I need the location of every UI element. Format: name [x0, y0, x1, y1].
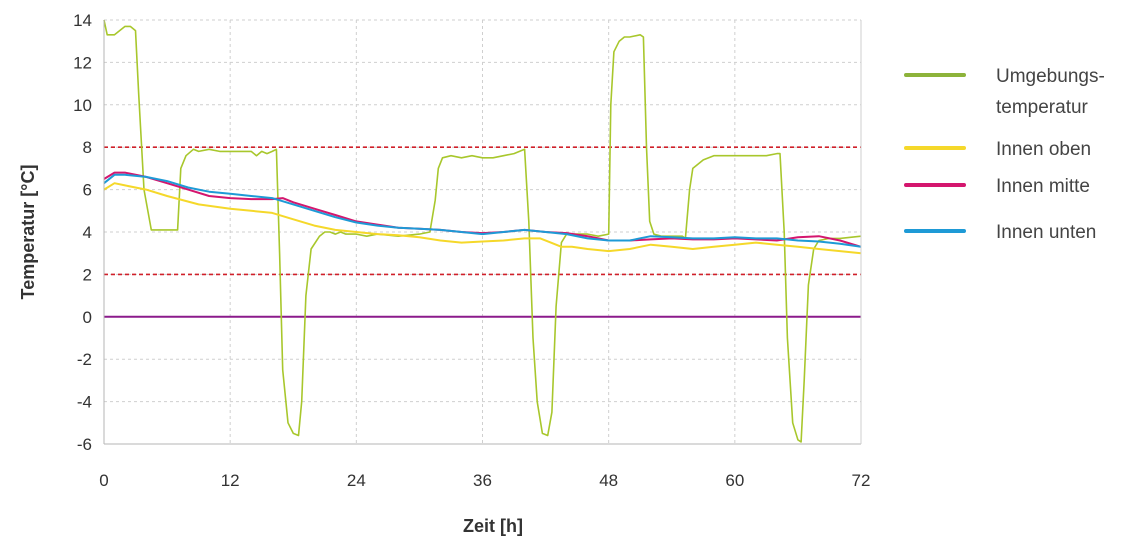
y-tick-label: 14 [73, 11, 92, 30]
y-tick-label: -2 [77, 350, 92, 369]
legend: Umgebungs-temperatur Innen oben Innen mitt… [904, 66, 1105, 243]
x-tick-label: 48 [599, 471, 618, 490]
x-tick-label: 36 [473, 471, 492, 490]
x-axis-title: Zeit [h] [463, 516, 523, 536]
legend-label-3: Innen mitte [996, 176, 1090, 197]
legend-label-1: temperatur [996, 97, 1089, 118]
x-tick-label: 24 [347, 471, 366, 490]
series-lines [103, 19, 862, 443]
series-line-4 [103, 173, 862, 248]
grid [103, 19, 862, 445]
y-tick-label: 0 [83, 308, 92, 327]
legend-label-4: Innen unten [996, 222, 1096, 243]
x-tick-label: 12 [221, 471, 240, 490]
y-tick-label: 2 [83, 265, 92, 284]
legend-label-1: Umgebungs- [996, 66, 1105, 87]
series-line-1 [103, 19, 862, 443]
y-tick-label: 4 [83, 223, 92, 242]
legend-label-2: Innen oben [996, 139, 1091, 160]
x-tick-label: 0 [99, 471, 108, 490]
y-tick-labels: -6 -4 -2 0 2 4 6 8 10 12 14 [73, 11, 92, 454]
axes [103, 20, 862, 445]
x-tick-labels: 0 12 24 36 48 60 72 [99, 471, 870, 490]
x-tick-label: 72 [852, 471, 871, 490]
y-axis-title: Temperatur [°C] [18, 165, 38, 300]
series-line-2 [103, 182, 862, 255]
reference-lines [104, 146, 861, 318]
y-tick-label: 8 [83, 138, 92, 157]
y-tick-label: 10 [73, 96, 92, 115]
y-tick-label: 6 [83, 181, 92, 200]
y-tick-label: -6 [77, 435, 92, 454]
y-tick-label: -4 [77, 393, 92, 412]
x-tick-label: 60 [725, 471, 744, 490]
y-tick-label: 12 [73, 53, 92, 72]
